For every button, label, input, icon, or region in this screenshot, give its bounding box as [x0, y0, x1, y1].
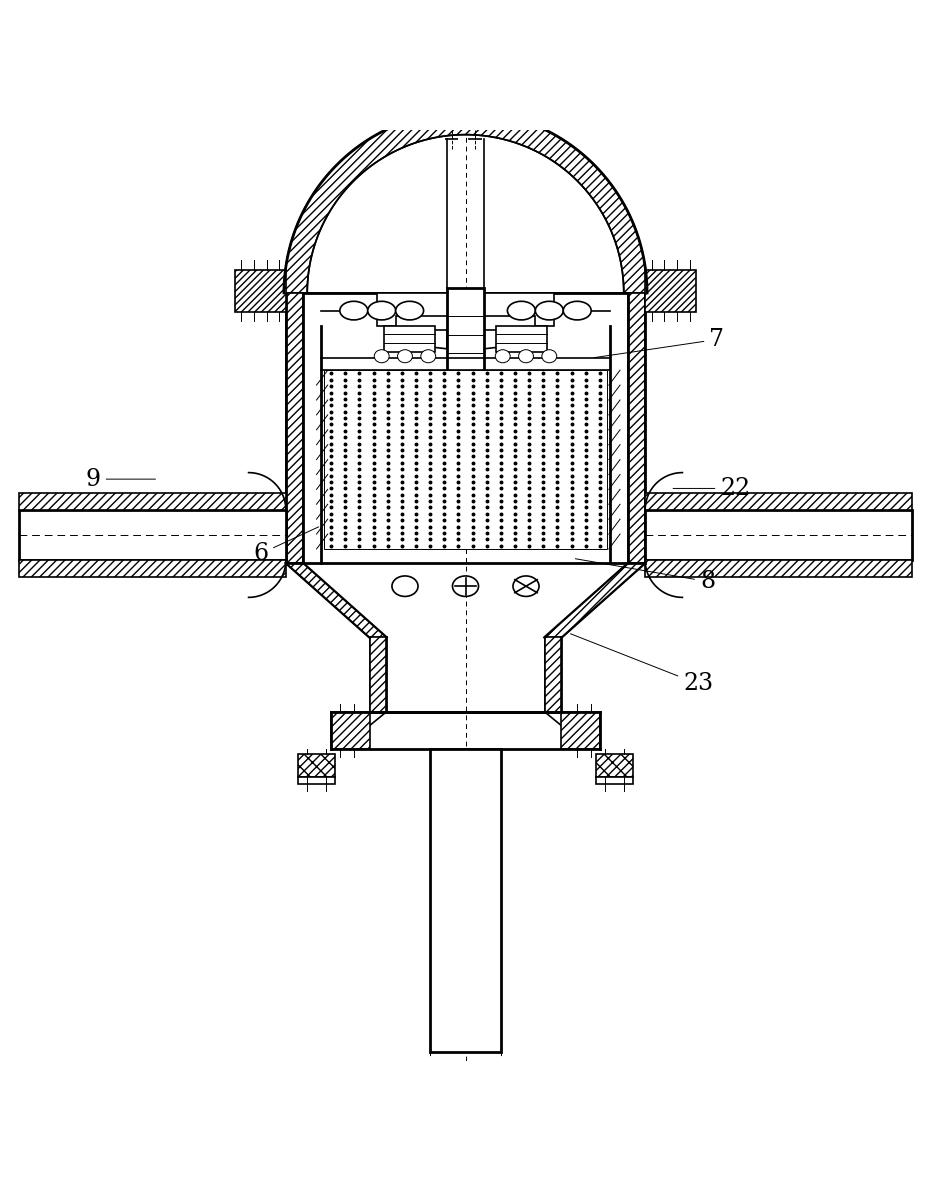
Ellipse shape [495, 350, 510, 363]
Ellipse shape [340, 301, 368, 320]
Polygon shape [284, 112, 647, 293]
Bar [396, 316, 535, 330]
Bar [331, 712, 370, 749]
Ellipse shape [519, 350, 533, 363]
Bar [298, 777, 335, 785]
Bar [561, 712, 600, 749]
Bar [596, 777, 633, 785]
Bar [496, 325, 547, 351]
Ellipse shape [513, 576, 539, 597]
Text: 23: 23 [571, 634, 713, 696]
Bar [447, 288, 484, 391]
Polygon shape [405, 316, 447, 349]
Ellipse shape [507, 301, 535, 320]
Ellipse shape [535, 301, 563, 320]
Ellipse shape [392, 576, 418, 597]
Bar [645, 493, 912, 510]
Ellipse shape [398, 350, 412, 363]
Ellipse shape [396, 301, 424, 320]
Polygon shape [545, 563, 645, 637]
Ellipse shape [374, 350, 389, 363]
Bar [235, 269, 286, 312]
Bar [377, 293, 554, 325]
Bar [298, 754, 335, 777]
Bar [286, 293, 303, 563]
Text: 8: 8 [575, 559, 715, 593]
Bar [645, 560, 912, 576]
Ellipse shape [563, 301, 591, 320]
Text: 22: 22 [673, 476, 750, 500]
Polygon shape [484, 316, 526, 349]
Bar [628, 293, 645, 563]
Bar [370, 637, 386, 712]
Bar [430, 749, 501, 1052]
Bar [645, 269, 696, 312]
Text: 7: 7 [594, 328, 724, 357]
Bar [324, 370, 607, 549]
Bar [645, 510, 912, 560]
Ellipse shape [452, 576, 479, 597]
Bar [384, 325, 435, 351]
Ellipse shape [368, 301, 396, 320]
Bar [19, 510, 286, 560]
Bar [545, 637, 561, 712]
Bar [19, 560, 286, 576]
Ellipse shape [421, 350, 436, 363]
Ellipse shape [542, 350, 557, 363]
Text: 6: 6 [253, 526, 318, 565]
Text: 9: 9 [86, 468, 155, 491]
Bar [596, 754, 633, 777]
Polygon shape [286, 563, 386, 637]
Bar [19, 493, 286, 510]
